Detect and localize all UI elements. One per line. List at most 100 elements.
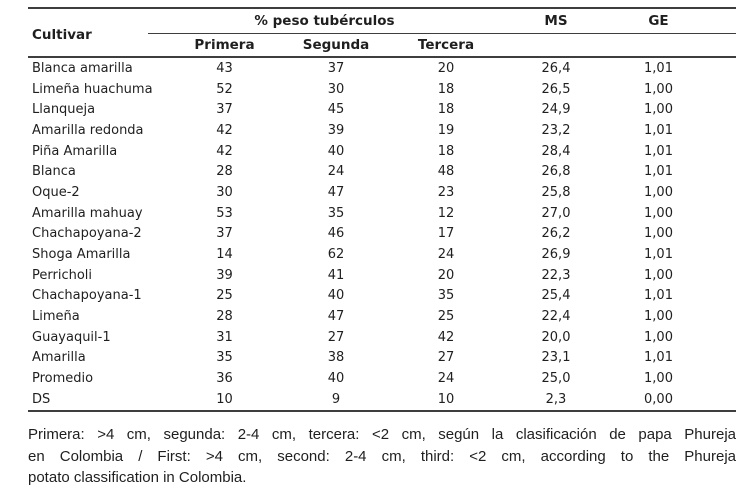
cultivar-name-cell: Piña Amarilla xyxy=(32,143,118,159)
ge-value-cell: 1,01 xyxy=(644,143,673,159)
segunda-value-cell: 41 xyxy=(327,267,345,283)
segunda-value-cell: 30 xyxy=(327,81,345,97)
segunda-value-cell: 27 xyxy=(327,329,345,345)
header-spacer-ms xyxy=(501,33,611,58)
table-row: Piña Amarilla 42 40 18 28,4 1,01 xyxy=(28,141,736,162)
ms-value-cell: 26,2 xyxy=(541,226,571,242)
cultivar-name-cell: DS xyxy=(32,391,51,407)
ms-value-cell: 25,8 xyxy=(541,184,571,200)
primera-value-cell: 28 xyxy=(216,164,233,180)
ms-value-cell: 27,0 xyxy=(541,205,571,221)
ms-value-cell: 25,0 xyxy=(541,371,571,387)
ge-value-cell: 1,01 xyxy=(644,350,673,366)
tercera-value-cell: 35 xyxy=(437,288,455,304)
ge-value-cell: 1,01 xyxy=(644,247,673,263)
segunda-value-cell: 47 xyxy=(327,309,345,325)
ge-value-cell: 1,00 xyxy=(644,329,673,345)
table-row: Oque-2 30 47 23 25,8 1,00 xyxy=(28,182,736,203)
primera-value-cell: 37 xyxy=(216,102,233,118)
footnote-line: en Colombia / First: >4 cm, second: 2-4 … xyxy=(28,447,736,465)
tercera-value-cell: 18 xyxy=(437,102,455,118)
cultivar-name-cell: Chachapoyana-2 xyxy=(32,226,142,242)
segunda-value-cell: 24 xyxy=(327,164,345,180)
ms-value-cell: 26,9 xyxy=(541,247,571,263)
table-row: Amarilla mahuay 53 35 12 27,0 1,00 xyxy=(28,203,736,224)
segunda-value-cell: 62 xyxy=(327,247,345,263)
cultivar-name-cell: Limeña xyxy=(32,309,80,325)
segunda-value-cell: 39 xyxy=(327,122,345,138)
ms-value-cell: 26,5 xyxy=(541,81,571,97)
cultivar-name-cell: Limeña huachuma xyxy=(32,81,153,97)
segunda-value-cell: 38 xyxy=(327,350,345,366)
segunda-value-cell: 37 xyxy=(327,60,345,76)
tercera-value-cell: 24 xyxy=(437,371,455,387)
ms-value-cell: 26,4 xyxy=(541,60,571,76)
cultivar-name-cell: Amarilla xyxy=(32,350,86,366)
ge-value-cell: 1,01 xyxy=(644,164,673,180)
ge-value-cell: 1,01 xyxy=(644,60,673,76)
tuber-weight-table: Cultivar % peso tubérculos MS GE Primera… xyxy=(28,7,736,412)
tercera-value-cell: 10 xyxy=(437,391,455,407)
table-row: Limeña 28 47 25 22,4 1,00 xyxy=(28,306,736,327)
table-footnote: Primera: >4 cm, segunda: 2-4 cm, tercera… xyxy=(28,424,736,489)
primera-value-cell: 39 xyxy=(216,267,233,283)
tercera-value-cell: 27 xyxy=(437,350,455,366)
col-header-ge: GE xyxy=(611,8,736,34)
table-row: Amarilla redonda 42 39 19 23,2 1,01 xyxy=(28,120,736,141)
ms-value-cell: 22,4 xyxy=(541,309,571,325)
header-row-groups: Cultivar % peso tubérculos MS GE xyxy=(28,8,736,58)
primera-value-cell: 25 xyxy=(216,288,233,304)
tercera-value-cell: 23 xyxy=(437,184,455,200)
primera-value-cell: 30 xyxy=(216,184,233,200)
ge-value-cell: 1,00 xyxy=(644,205,673,221)
segunda-value-cell: 9 xyxy=(331,391,341,407)
tercera-value-cell: 20 xyxy=(437,60,455,76)
cultivar-name-cell: Promedio xyxy=(32,371,94,387)
primera-value-cell: 10 xyxy=(216,391,233,407)
segunda-value-cell: 40 xyxy=(327,371,345,387)
table-row: Chachapoyana-2 37 46 17 26,2 1,00 xyxy=(28,224,736,245)
primera-value-cell: 14 xyxy=(216,247,233,263)
ms-value-cell: 20,0 xyxy=(541,329,571,345)
ms-value-cell: 24,9 xyxy=(541,102,571,118)
ge-value-cell: 1,01 xyxy=(644,288,673,304)
footnote-line: potato classification in Colombia. xyxy=(28,469,247,486)
ge-value-cell: 1,00 xyxy=(644,226,673,242)
table-row: DS 10 9 10 2,3 0,00 xyxy=(28,389,736,411)
cultivar-name-cell: Oque-2 xyxy=(32,184,80,200)
primera-value-cell: 53 xyxy=(216,205,233,221)
table-row: Llanqueja 37 45 18 24,9 1,00 xyxy=(28,99,736,120)
col-header-peso-tuberculos-group: % peso tubérculos xyxy=(148,8,501,34)
col-header-segunda: Segunda xyxy=(281,33,391,58)
ge-value-cell: 1,00 xyxy=(644,309,673,325)
col-header-cultivar: Cultivar xyxy=(28,8,148,58)
cultivar-name-cell: Amarilla redonda xyxy=(32,122,144,138)
ge-value-cell: 0,00 xyxy=(644,391,673,407)
tercera-value-cell: 24 xyxy=(437,247,455,263)
segunda-value-cell: 47 xyxy=(327,184,345,200)
ms-value-cell: 26,8 xyxy=(541,164,571,180)
ge-value-cell: 1,00 xyxy=(644,267,673,283)
table-row: Amarilla 35 38 27 23,1 1,01 xyxy=(28,348,736,369)
col-header-ms: MS xyxy=(501,8,611,34)
ms-value-cell: 25,4 xyxy=(541,288,571,304)
cultivar-name-cell: Perricholi xyxy=(32,267,93,283)
footnote-line: Primera: >4 cm, segunda: 2-4 cm, tercera… xyxy=(28,426,736,443)
primera-value-cell: 36 xyxy=(216,371,233,387)
ms-value-cell: 23,1 xyxy=(541,350,571,366)
tercera-value-cell: 18 xyxy=(437,81,455,97)
cultivar-name-cell: Guayaquil-1 xyxy=(32,329,111,345)
ge-value-cell: 1,00 xyxy=(644,184,673,200)
cultivar-name-cell: Shoga Amarilla xyxy=(32,247,131,263)
primera-value-cell: 42 xyxy=(216,143,233,159)
tercera-value-cell: 25 xyxy=(437,309,455,325)
table-row: Blanca 28 24 48 26,8 1,01 xyxy=(28,161,736,182)
table-row: Perricholi 39 41 20 22,3 1,00 xyxy=(28,265,736,286)
header-spacer-ge xyxy=(611,33,736,58)
segunda-value-cell: 40 xyxy=(327,288,345,304)
segunda-value-cell: 46 xyxy=(327,226,345,242)
tercera-value-cell: 48 xyxy=(437,164,455,180)
col-header-tercera: Tercera xyxy=(391,33,501,58)
cultivar-name-cell: Chachapoyana-1 xyxy=(32,288,142,304)
